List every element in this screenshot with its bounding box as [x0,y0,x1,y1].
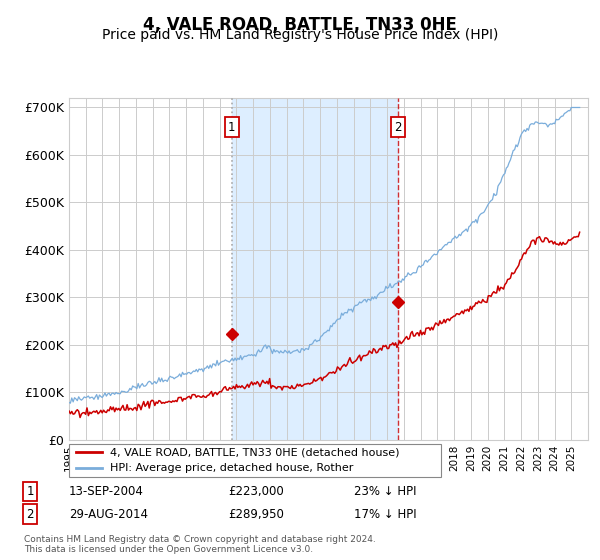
Text: 23% ↓ HPI: 23% ↓ HPI [354,485,416,498]
Text: Price paid vs. HM Land Registry's House Price Index (HPI): Price paid vs. HM Land Registry's House … [102,28,498,42]
Text: 1: 1 [26,485,34,498]
Text: 4, VALE ROAD, BATTLE, TN33 0HE: 4, VALE ROAD, BATTLE, TN33 0HE [143,16,457,34]
Text: 2: 2 [394,120,402,133]
Text: 13-SEP-2004: 13-SEP-2004 [69,485,144,498]
Text: 17% ↓ HPI: 17% ↓ HPI [354,507,416,521]
FancyBboxPatch shape [69,444,441,477]
Text: 1: 1 [228,120,235,133]
Text: 29-AUG-2014: 29-AUG-2014 [69,507,148,521]
Text: Contains HM Land Registry data © Crown copyright and database right 2024.
This d: Contains HM Land Registry data © Crown c… [24,535,376,554]
Text: £289,950: £289,950 [228,507,284,521]
Text: £223,000: £223,000 [228,485,284,498]
Text: HPI: Average price, detached house, Rother: HPI: Average price, detached house, Roth… [110,463,353,473]
Text: 4, VALE ROAD, BATTLE, TN33 0HE (detached house): 4, VALE ROAD, BATTLE, TN33 0HE (detached… [110,447,400,458]
Bar [232,98,398,440]
Text: 2: 2 [26,507,34,521]
